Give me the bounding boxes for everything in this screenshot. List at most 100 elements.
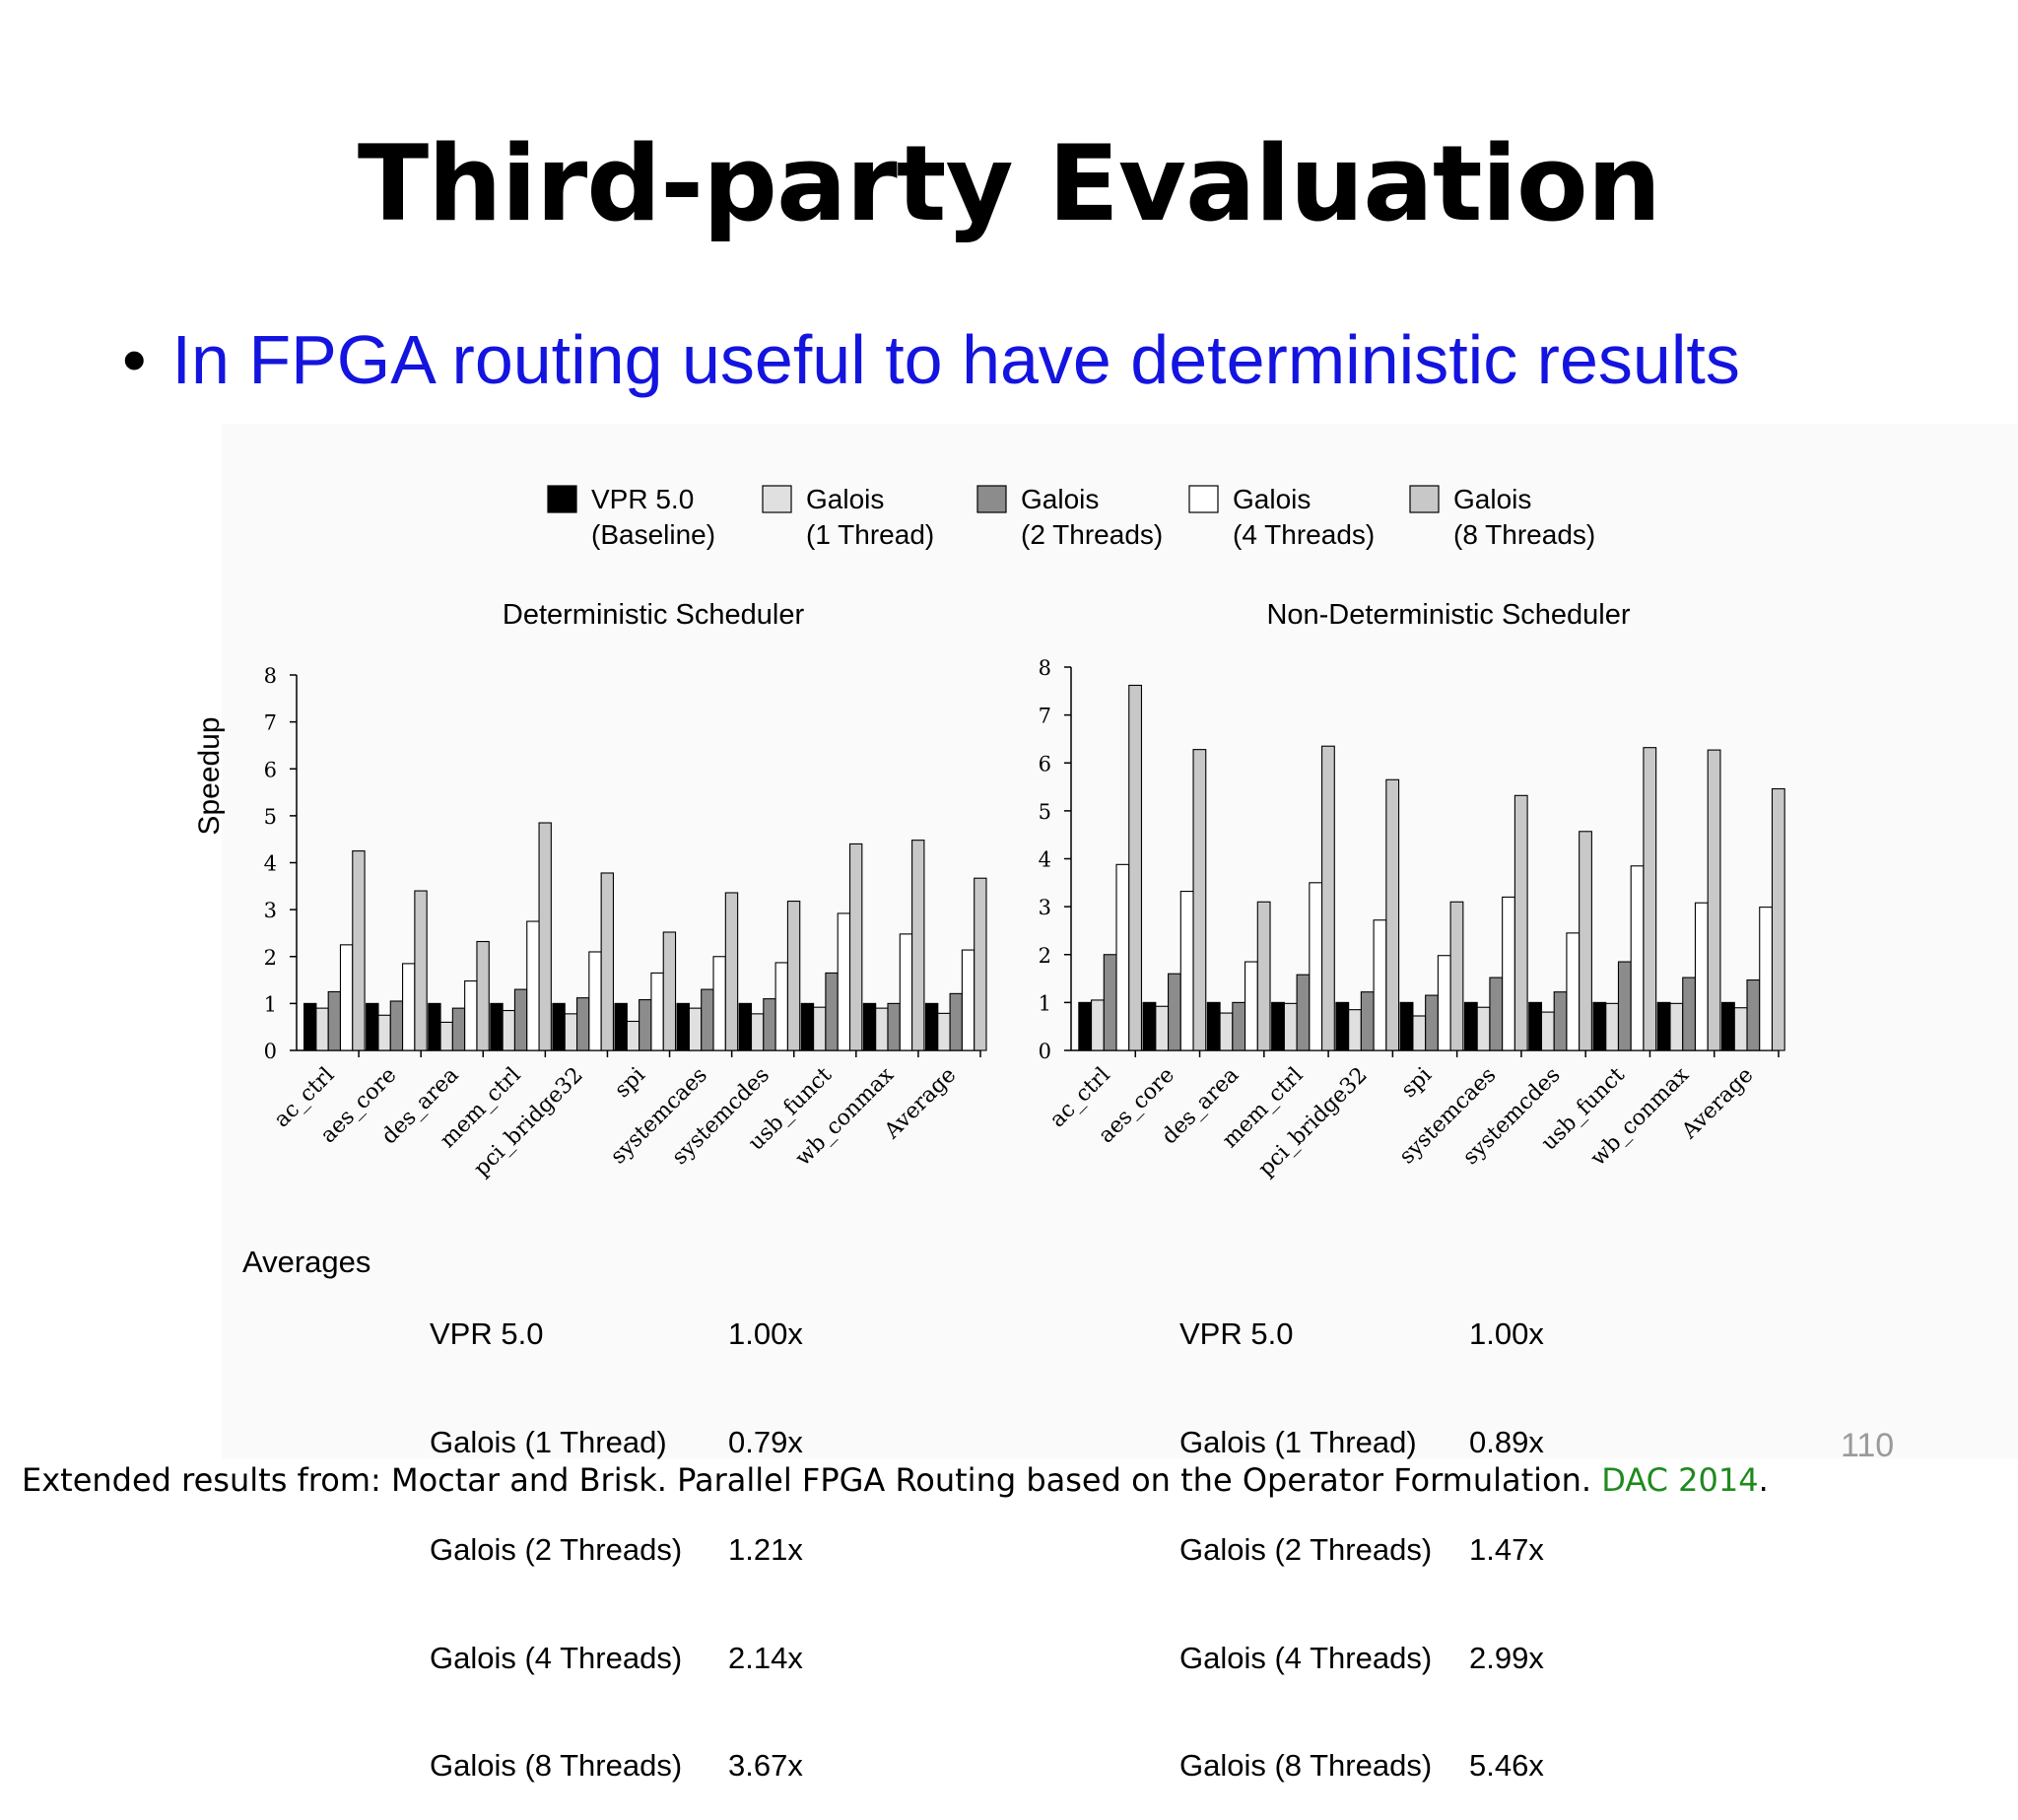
bar (439, 1021, 453, 1051)
bar (1271, 1001, 1285, 1051)
avg-value: 0.89x (1469, 1424, 1544, 1459)
bar (676, 1002, 690, 1051)
bar (1733, 1007, 1748, 1051)
bar (377, 1014, 391, 1051)
bar (1489, 977, 1504, 1051)
bullet-point: • In FPGA routing useful to have determin… (122, 320, 1740, 399)
bar (1463, 1001, 1478, 1051)
bar (800, 1002, 815, 1051)
bar (402, 963, 416, 1051)
y-tick-label: 0 (264, 1040, 277, 1063)
y-tick-label: 8 (1039, 656, 1051, 680)
y-tick-label: 5 (1039, 800, 1051, 824)
bar (1449, 901, 1464, 1051)
bar (1617, 961, 1632, 1051)
bar (538, 822, 552, 1051)
avg-value: 1.47x (1469, 1532, 1544, 1567)
bar (1128, 684, 1143, 1051)
bar (1348, 1009, 1362, 1051)
avg-value: 5.46x (1469, 1748, 1544, 1783)
bar (1192, 749, 1207, 1051)
bar (974, 877, 987, 1051)
page-number: 110 (1841, 1427, 1895, 1464)
bar (1360, 991, 1375, 1051)
x-tick-label: Average (1677, 1063, 1759, 1145)
bar (490, 1002, 504, 1051)
bar (639, 999, 652, 1051)
bar (303, 1002, 317, 1051)
bullet-text: In FPGA routing useful to have determini… (171, 321, 1740, 398)
bar (513, 988, 528, 1051)
bar (1115, 863, 1130, 1051)
bar (738, 1002, 753, 1051)
bar (1707, 749, 1721, 1051)
bar (911, 840, 925, 1051)
legend-label: (8 Threads) (1453, 519, 1595, 550)
legend-label: Galois (806, 484, 884, 514)
bar (724, 892, 739, 1051)
y-tick-label: 7 (264, 711, 277, 735)
bar (1091, 999, 1105, 1051)
avg-name: Galois (4 Threads) (1179, 1640, 1433, 1675)
averages-names-right: VPR 5.0 Galois (1 Thread) Galois (2 Thre… (1179, 1245, 1432, 1820)
bar (1232, 1001, 1246, 1051)
chart-title: Deterministic Scheduler (503, 599, 805, 631)
bar (825, 972, 839, 1051)
bar (1630, 865, 1645, 1051)
y-tick-label: 4 (264, 852, 277, 876)
bar (626, 1020, 640, 1051)
y-tick-label: 3 (1039, 896, 1051, 919)
y-tick-label: 1 (264, 992, 277, 1016)
avg-name: Galois (8 Threads) (430, 1748, 683, 1783)
bar (1721, 1001, 1735, 1051)
avg-value: 3.67x (728, 1748, 803, 1783)
bar (1746, 978, 1761, 1051)
bar (1321, 745, 1335, 1051)
bar (786, 901, 801, 1051)
y-tick-label: 4 (1039, 848, 1051, 872)
bar (862, 1002, 877, 1051)
avg-value: 2.14x (728, 1640, 803, 1675)
bar (1219, 1012, 1234, 1051)
bar (1244, 961, 1258, 1051)
bar (476, 940, 490, 1051)
bar (1759, 907, 1774, 1051)
bar (552, 1002, 566, 1051)
bar (614, 1002, 628, 1051)
bar (875, 1007, 889, 1051)
avg-name: Galois (2 Threads) (1179, 1532, 1433, 1567)
y-tick-label: 6 (1039, 752, 1051, 775)
bar (1771, 787, 1785, 1051)
bar (688, 1007, 703, 1051)
x-tick-label: pci_bridge32 (469, 1063, 587, 1181)
y-tick-label: 3 (264, 899, 277, 922)
bar (1656, 1001, 1671, 1051)
bar (1579, 831, 1592, 1051)
citation-venue-link[interactable]: DAC 2014 (1601, 1461, 1759, 1499)
legend-label: Galois (1453, 484, 1531, 514)
bar (1168, 973, 1181, 1051)
bar (949, 992, 963, 1051)
avg-value: 1.21x (728, 1532, 803, 1567)
bullet-dot: • (122, 321, 147, 398)
bar (712, 956, 726, 1051)
bar (315, 1007, 329, 1051)
legend-label: (Baseline) (591, 519, 715, 550)
bar (924, 1002, 939, 1051)
bar (451, 1007, 466, 1051)
bar (961, 949, 975, 1051)
bar (1528, 1001, 1543, 1051)
legend-label: (2 Threads) (1021, 519, 1163, 550)
bar (650, 972, 664, 1051)
bar (1437, 955, 1451, 1051)
bar (1669, 1002, 1684, 1051)
bar (937, 1012, 951, 1051)
legend-label: (4 Threads) (1233, 519, 1375, 550)
avg-name: VPR 5.0 (1179, 1316, 1294, 1351)
x-tick-label: spi (610, 1063, 650, 1104)
y-tick-label: 8 (264, 664, 277, 688)
y-tick-label: 0 (1039, 1040, 1051, 1063)
bar (887, 1002, 901, 1051)
bar (1514, 794, 1528, 1051)
bar (662, 931, 677, 1051)
